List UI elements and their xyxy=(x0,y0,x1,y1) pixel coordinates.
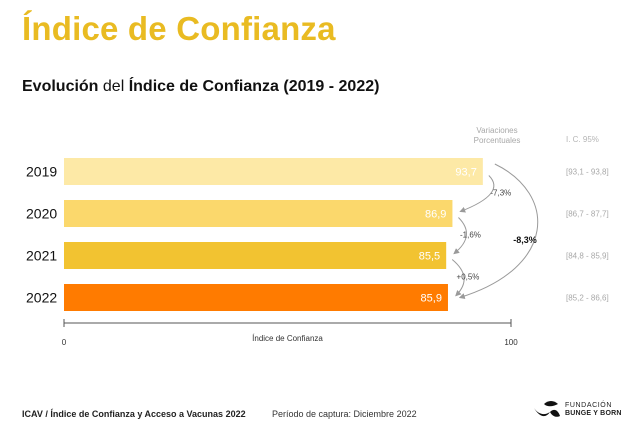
bar-2020 xyxy=(64,200,453,227)
total-variation-arrow xyxy=(458,163,539,299)
foundation-logo-icon xyxy=(534,401,560,417)
ci-label-2021: [84,8 - 85,9] xyxy=(566,252,609,261)
category-label-2021: 2021 xyxy=(26,248,57,264)
ci-label-2022: [85,2 - 86,6] xyxy=(566,294,609,303)
category-label-2019: 2019 xyxy=(26,164,57,180)
x-tick-label-0: 0 xyxy=(62,338,67,347)
ci-label-2019: [93,1 - 93,8] xyxy=(566,168,609,177)
variations-layer: [93,1 - 93,8] [86,7 - 87,7] [84,8 - 85,9] [… xyxy=(451,126,609,303)
variations-header-line-1: Variaciones xyxy=(476,126,517,135)
bar-2019 xyxy=(64,158,483,185)
logo-line-2: BUNGE Y BORN xyxy=(565,410,622,417)
variation-label-1: -7,3% xyxy=(490,189,511,198)
value-label-2021: 85,5 xyxy=(419,251,440,263)
total-variation-label: -8,3% xyxy=(513,235,537,245)
category-label-2022: 2022 xyxy=(26,290,57,306)
variations-header-line-2: Porcentuales xyxy=(474,136,521,145)
x-axis-title: Índice de Confianza xyxy=(252,334,323,343)
variation-label-3: +0,5% xyxy=(457,273,480,282)
subtitle-bold-1: Evolución xyxy=(22,78,99,95)
bars-layer: 2019 93,7 2020 86,9 2021 85,5 2022 85,9 xyxy=(26,158,483,311)
logo-line-1: FUNDACIÓN xyxy=(565,402,613,409)
ci-label-2020: [86,7 - 87,7] xyxy=(566,210,609,219)
value-label-2022: 85,9 xyxy=(421,293,442,305)
variation-label-2: -1,6% xyxy=(460,231,481,240)
chart-subtitle: Evolución del Índice de Confianza (2019 … xyxy=(22,78,379,96)
x-tick-label-100: 100 xyxy=(504,338,518,347)
subtitle-connector: del xyxy=(98,78,129,95)
ci-header: I. C. 95% xyxy=(566,135,599,144)
page-title: Índice de Confianza xyxy=(22,10,336,47)
bar-2021 xyxy=(64,242,447,269)
x-axis: 0 100 Índice de Confianza xyxy=(62,319,518,347)
bar-chart: 2019 93,7 2020 86,9 2021 85,5 2022 85,9 0 100 Índ… xyxy=(26,126,609,347)
footer-source: ICAV / Índice de Confianza y Acceso a Va… xyxy=(22,409,246,419)
foundation-logo-text: FUNDACIÓN BUNGE Y BORN xyxy=(565,402,622,418)
value-label-2020: 86,9 xyxy=(425,209,446,221)
bar-2022 xyxy=(64,284,448,311)
value-label-2019: 93,7 xyxy=(455,167,476,179)
subtitle-bold-2: Índice de Confianza (2019 - 2022) xyxy=(128,78,380,95)
footer-period: Período de captura: Diciembre 2022 xyxy=(272,409,417,419)
variation-arrow-2 xyxy=(453,217,467,255)
category-label-2020: 2020 xyxy=(26,206,57,222)
variation-arrow-3 xyxy=(451,259,465,297)
variation-arrow-1 xyxy=(459,175,495,213)
